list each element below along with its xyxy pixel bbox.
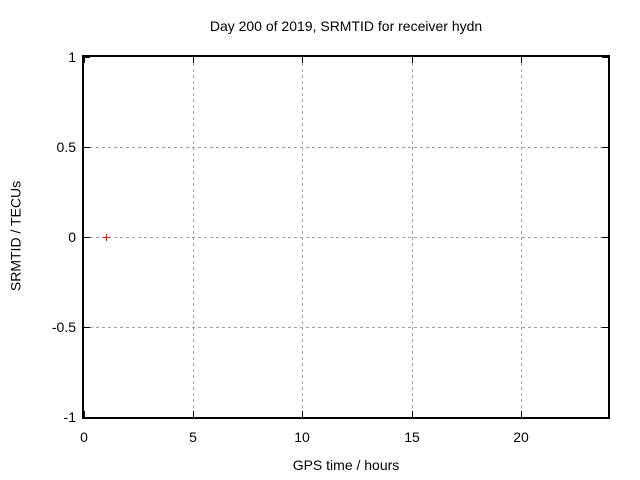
y-tick-mark-right xyxy=(602,57,608,58)
x-tick-mark-bottom xyxy=(84,411,85,417)
y-tick-mark-right xyxy=(602,327,608,328)
y-tick-mark-left xyxy=(84,327,90,328)
y-tick-mark-right xyxy=(602,237,608,238)
x-tick-label: 10 xyxy=(294,429,310,445)
y-tick-label: 1 xyxy=(68,49,76,65)
y-tick-mark-right xyxy=(602,147,608,148)
y-tick-label: 0 xyxy=(68,229,76,245)
x-tick-mark-top xyxy=(412,57,413,63)
x-tick-label: 0 xyxy=(80,429,88,445)
y-tick-label: 0.5 xyxy=(56,139,76,155)
y-gridline xyxy=(84,327,608,328)
x-axis-label: GPS time / hours xyxy=(292,457,400,473)
y-gridline xyxy=(84,237,608,238)
y-tick-mark-left xyxy=(84,147,90,148)
x-tick-label: 5 xyxy=(189,429,197,445)
y-tick-mark-left xyxy=(84,237,90,238)
plot-border xyxy=(82,55,610,419)
x-tick-mark-top xyxy=(521,57,522,63)
x-tick-mark-bottom xyxy=(412,411,413,417)
y-tick-label: -1 xyxy=(63,409,76,425)
y-tick-mark-left xyxy=(84,57,90,58)
y-axis-label: SRMTID / TECUs xyxy=(7,180,24,292)
plot-area xyxy=(84,57,608,418)
x-tick-mark-bottom xyxy=(521,411,522,417)
x-tick-mark-top xyxy=(193,57,194,63)
x-tick-label: 15 xyxy=(404,429,420,445)
y-tick-mark-left xyxy=(84,417,90,418)
y-tick-label: -0.5 xyxy=(51,319,76,335)
x-tick-mark-top xyxy=(302,57,303,63)
x-tick-mark-bottom xyxy=(193,411,194,417)
x-tick-mark-top xyxy=(84,57,85,63)
chart-title: Day 200 of 2019, SRMTID for receiver hyd… xyxy=(209,18,483,34)
x-tick-mark-bottom xyxy=(302,411,303,417)
y-gridline xyxy=(84,147,608,148)
marker-vertical-stroke xyxy=(106,234,107,241)
x-tick-label: 20 xyxy=(513,429,529,445)
y-tick-mark-right xyxy=(602,417,608,418)
data-point-marker xyxy=(103,234,110,241)
